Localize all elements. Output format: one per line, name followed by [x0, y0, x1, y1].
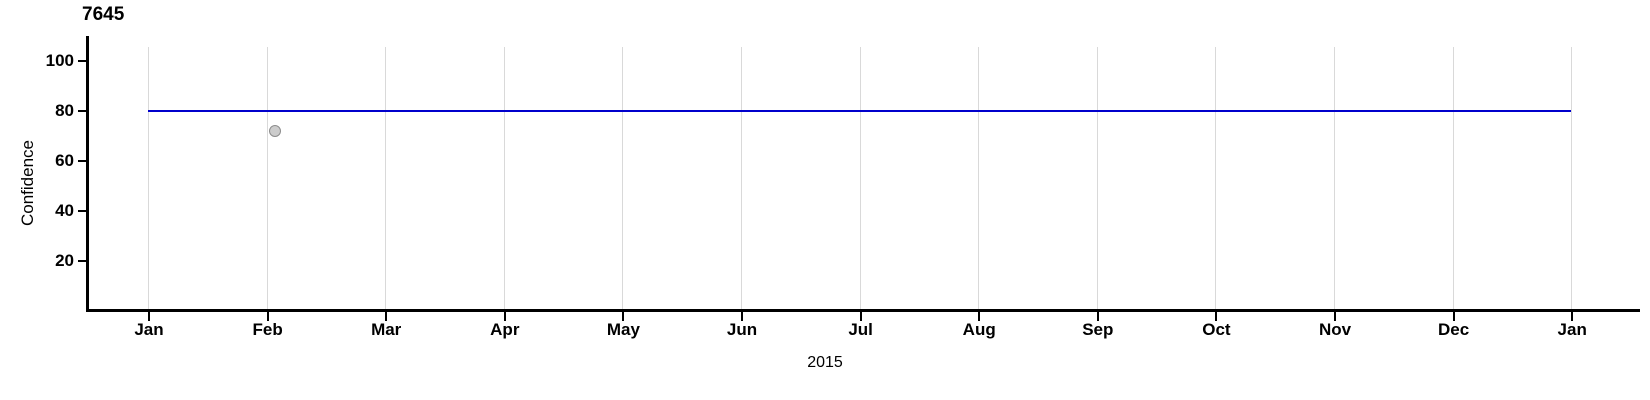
x-axis-tick — [1452, 312, 1455, 321]
y-axis-line — [86, 36, 89, 312]
y-axis-tick — [78, 60, 86, 62]
gridline — [978, 47, 980, 309]
y-axis-tick — [78, 160, 86, 162]
x-axis-tick — [266, 312, 269, 321]
x-axis-tick-label: Apr — [490, 320, 520, 339]
x-axis-tick-label: Aug — [962, 320, 996, 339]
y-axis-tick-label: 20 — [55, 251, 74, 270]
y-axis-tick — [78, 210, 86, 212]
gridline — [1334, 47, 1335, 309]
x-axis-line — [86, 309, 1640, 312]
y-axis-tick — [78, 260, 86, 262]
x-axis-title: 2015 — [807, 354, 843, 371]
gridline — [1571, 47, 1573, 309]
y-axis-title: Confidence — [18, 140, 37, 227]
threshold-line — [148, 110, 1572, 112]
x-axis-tick — [978, 312, 981, 321]
x-axis-tick — [503, 312, 506, 321]
x-axis-tick — [1215, 312, 1218, 321]
x-axis-tick-label: Oct — [1202, 320, 1231, 339]
gridline — [385, 47, 387, 309]
y-axis-tick-label: 80 — [55, 101, 74, 120]
gridline — [859, 47, 861, 309]
x-axis-tick — [385, 312, 388, 321]
x-axis-tick-label: Jan — [1557, 320, 1587, 339]
gridline — [1452, 47, 1454, 309]
gridline — [148, 47, 149, 309]
x-axis-tick-label: May — [606, 320, 640, 339]
gridline — [1096, 47, 1098, 309]
y-axis-tick-label: 60 — [55, 151, 74, 170]
x-axis-tick — [741, 312, 743, 321]
chart-title: 7645 — [82, 4, 125, 25]
x-axis-tick-label: Sep — [1082, 320, 1114, 339]
gridline — [741, 47, 742, 309]
data-point[interactable] — [268, 125, 281, 137]
gridline — [1215, 47, 1217, 309]
x-axis-tick-label: Jun — [726, 320, 758, 339]
y-axis-tick-label: 100 — [45, 51, 74, 70]
gridline — [503, 47, 505, 309]
x-axis-tick — [859, 312, 862, 321]
gridline — [266, 47, 268, 309]
x-axis-tick — [1571, 312, 1574, 321]
x-axis-tick-label: Dec — [1438, 320, 1470, 339]
x-axis-tick-label: Jul — [848, 320, 873, 339]
gridline — [622, 47, 624, 309]
y-axis-tick — [78, 110, 86, 112]
y-axis-tick-label: 40 — [55, 201, 74, 220]
x-axis-tick-label: Mar — [371, 320, 402, 339]
x-axis-tick — [622, 312, 625, 321]
x-axis-tick — [148, 312, 150, 321]
x-axis-tick-label: Jan — [134, 320, 164, 339]
x-axis-tick-label: Nov — [1318, 320, 1352, 339]
x-axis-tick-label: Feb — [252, 320, 283, 339]
x-axis-tick — [1334, 312, 1336, 321]
x-axis-tick — [1096, 312, 1099, 321]
